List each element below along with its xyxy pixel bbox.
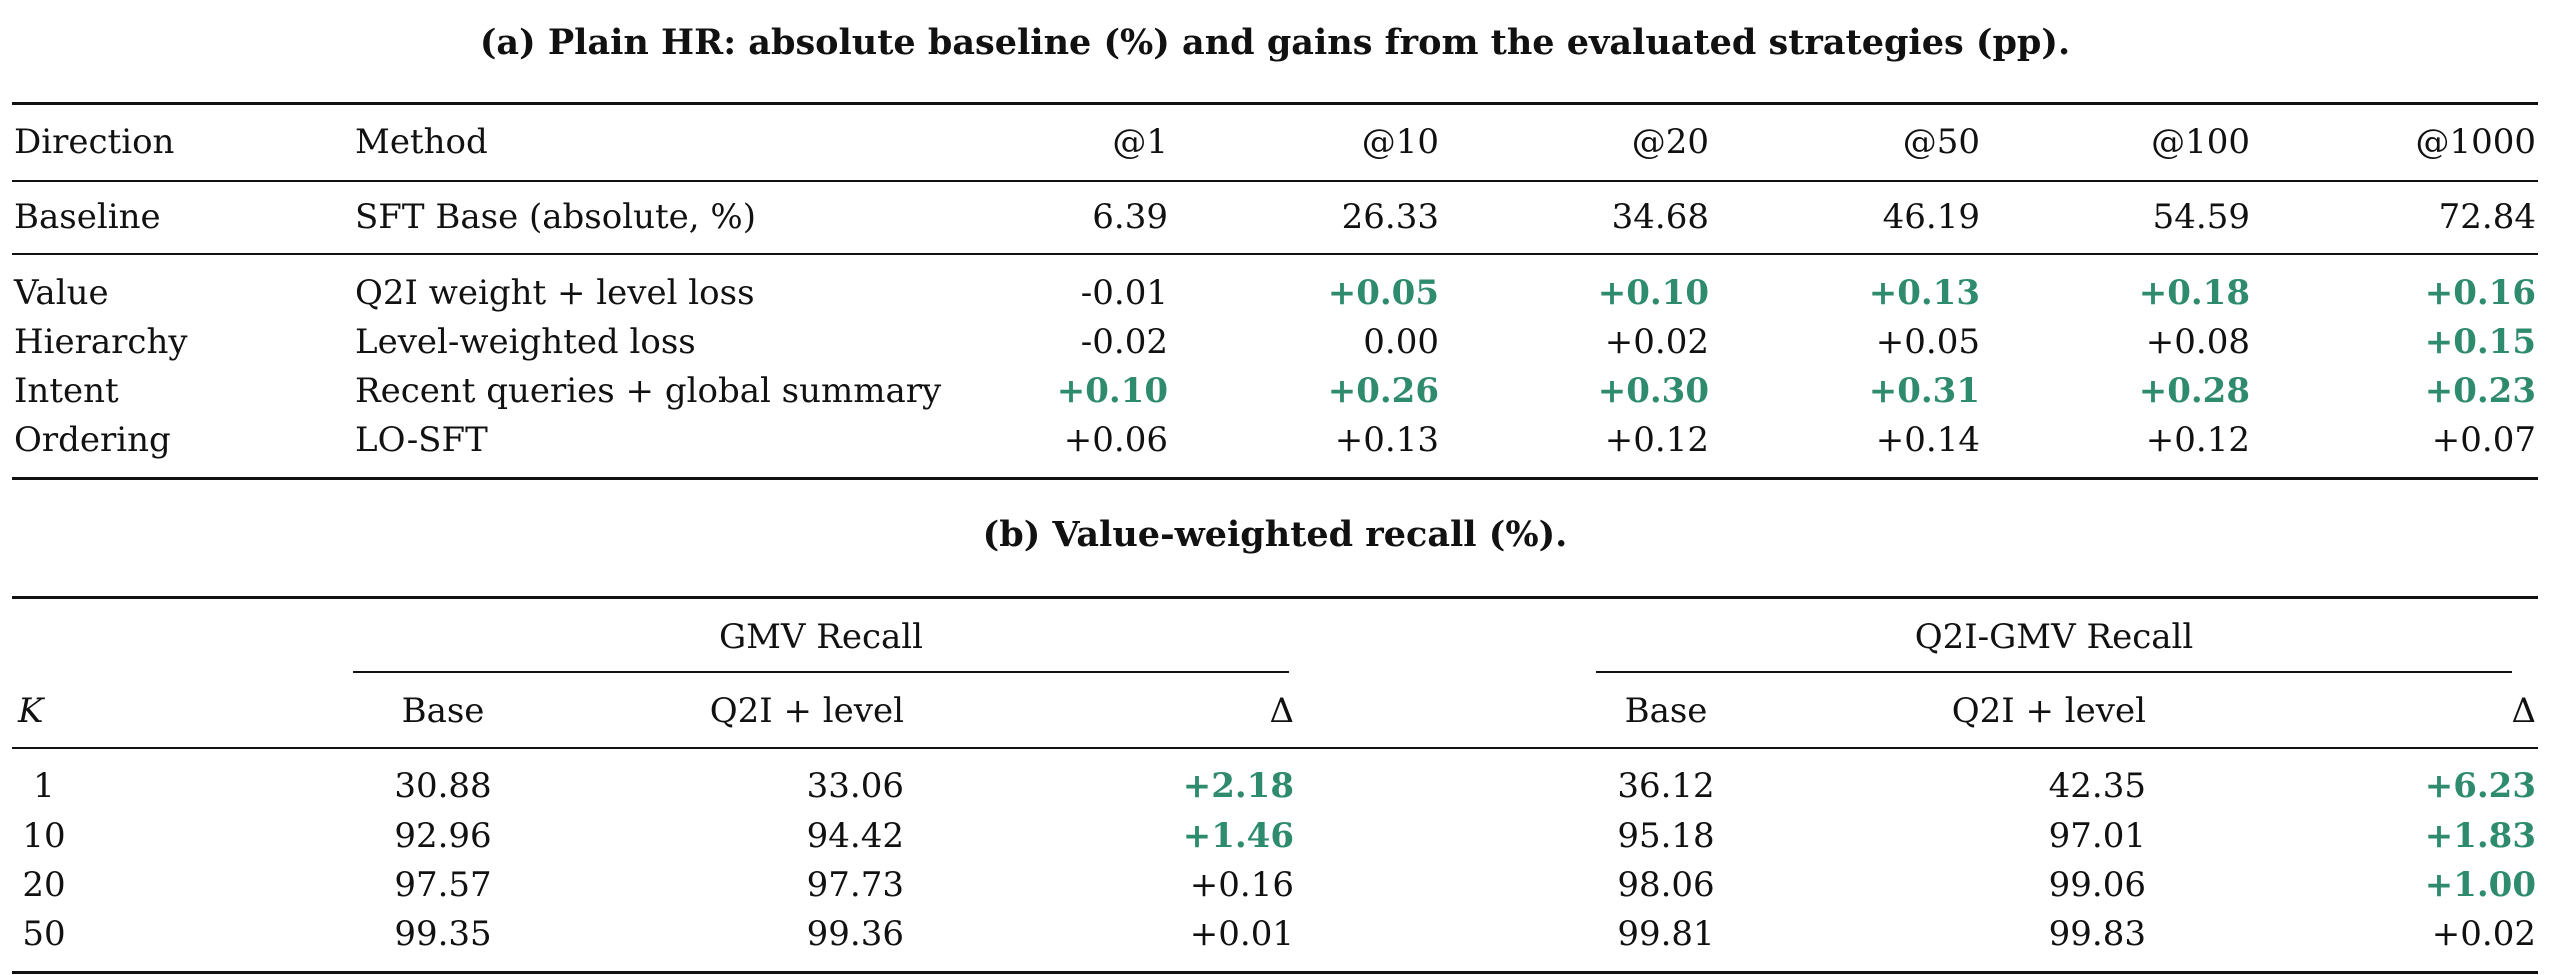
table-a-header-at100: @100 xyxy=(2151,122,2250,162)
table-b-row-k: 10 xyxy=(22,816,66,856)
table-b-bottom-rule xyxy=(12,971,2538,974)
table-a-bottom-rule xyxy=(12,477,2538,480)
table-a-header-at50: @50 xyxy=(1902,122,1980,162)
table-b-subheader: Δ xyxy=(1269,691,1294,731)
table-a-header-at1000: @1000 xyxy=(2415,122,2536,162)
table-a-cell: +0.12 xyxy=(2145,420,2250,460)
table-b-cell: 99.35 xyxy=(394,914,492,954)
table-a-row-method: Level-weighted loss xyxy=(355,322,696,362)
table-a-top-rule xyxy=(12,102,2538,105)
table-a-cell: +0.02 xyxy=(1604,322,1709,362)
table-a-cell: -0.02 xyxy=(1080,322,1168,362)
table-b-subheader: Q2I + level xyxy=(709,691,904,731)
table-b-cell: +6.23 xyxy=(2424,766,2536,806)
table-b-cell: 97.73 xyxy=(806,865,904,905)
table-a-cell: -0.01 xyxy=(1080,273,1168,313)
table-a-row-method: Q2I weight + level loss xyxy=(355,273,755,313)
table-a-cell: +0.12 xyxy=(1604,420,1709,460)
table-a-row-direction: Ordering xyxy=(14,420,171,460)
table-a-cell: +0.05 xyxy=(1875,322,1980,362)
table-b-cell: 94.42 xyxy=(806,816,904,856)
table-a-cell: +0.23 xyxy=(2424,371,2536,411)
table-b-cell: 97.57 xyxy=(394,865,492,905)
baseline-value: 72.84 xyxy=(2438,197,2536,237)
table-b-cell: +0.02 xyxy=(2431,914,2536,954)
table-a-header-at20: @20 xyxy=(1631,122,1709,162)
table-b-cell: 97.01 xyxy=(2048,816,2146,856)
table-b-subheader: Base xyxy=(1624,691,1708,731)
table-a-header-rule xyxy=(12,180,2538,182)
gmv-recall-group-header: GMV Recall xyxy=(718,617,924,657)
table-a-cell: +0.14 xyxy=(1875,420,1980,460)
table-b-cell: +2.18 xyxy=(1182,766,1294,806)
table-a-header-at10: @10 xyxy=(1361,122,1439,162)
table-b-header-rule xyxy=(12,747,2538,749)
table-b-row-k: 50 xyxy=(22,914,66,954)
q2i-gmv-recall-group-header: Q2I-GMV Recall xyxy=(1914,617,2194,657)
table-a-cell: +0.31 xyxy=(1868,371,1980,411)
gmv-recall-cmidrule xyxy=(353,671,1289,673)
baseline-value: 54.59 xyxy=(2152,197,2250,237)
table-b-cell: +1.83 xyxy=(2424,816,2536,856)
table-a-baseline-rule xyxy=(12,253,2538,255)
table-b-cell: 92.96 xyxy=(394,816,492,856)
table-b-cell: 99.36 xyxy=(806,914,904,954)
table-b-cell: 30.88 xyxy=(394,766,492,806)
table-a-cell: +0.15 xyxy=(2424,322,2536,362)
table-a-row-direction: Hierarchy xyxy=(14,322,188,362)
table-b-header-k: K xyxy=(18,691,44,731)
table-a-cell: +0.05 xyxy=(1327,273,1439,313)
table-a-row-direction: Value xyxy=(14,273,109,313)
table-a-cell: +0.07 xyxy=(2431,420,2536,460)
table-a-cell: +0.13 xyxy=(1868,273,1980,313)
table-a-cell: +0.16 xyxy=(2424,273,2536,313)
table-b-row-k: 20 xyxy=(22,865,66,905)
table-a-cell: +0.28 xyxy=(2138,371,2250,411)
table-a-header-at1: @1 xyxy=(1112,122,1168,162)
table-b-cell: +0.01 xyxy=(1189,914,1294,954)
table-b-row-k: 1 xyxy=(33,766,55,806)
table-a-cell: +0.10 xyxy=(1597,273,1709,313)
table-a-cell: +0.26 xyxy=(1327,371,1439,411)
table-b-cell: +0.16 xyxy=(1189,865,1294,905)
table-b-cell: 95.18 xyxy=(1617,816,1715,856)
table-b-cell: 99.83 xyxy=(2048,914,2146,954)
table-b-cell: +1.46 xyxy=(1182,816,1294,856)
baseline-direction: Baseline xyxy=(14,197,161,237)
table-b-subheader: Δ xyxy=(2511,691,2536,731)
table-b-cell: 42.35 xyxy=(2048,766,2146,806)
table-a-cell: +0.10 xyxy=(1056,371,1168,411)
table-b-cell: 33.06 xyxy=(806,766,904,806)
table-b-caption: (b) Value-weighted recall (%). xyxy=(982,514,1568,555)
table-a-cell: +0.18 xyxy=(2138,273,2250,313)
table-b-subheader: Base xyxy=(401,691,485,731)
table-a-cell: +0.06 xyxy=(1063,420,1168,460)
table-a-cell: +0.08 xyxy=(2145,322,2250,362)
q2i-gmv-recall-cmidrule xyxy=(1596,671,2512,673)
table-a-caption: (a) Plain HR: absolute baseline (%) and … xyxy=(479,22,2071,63)
table-b-subheader: Q2I + level xyxy=(1951,691,2146,731)
table-a-header-direction: Direction xyxy=(14,122,175,162)
baseline-value: 34.68 xyxy=(1611,197,1709,237)
table-a-row-method: LO-SFT xyxy=(355,420,488,460)
table-b-top-rule xyxy=(12,596,2538,599)
table-a-cell: +0.13 xyxy=(1334,420,1439,460)
baseline-value: 6.39 xyxy=(1092,197,1168,237)
table-b-cell: +1.00 xyxy=(2424,865,2536,905)
table-b-cell: 36.12 xyxy=(1617,766,1715,806)
baseline-value: 26.33 xyxy=(1341,197,1439,237)
table-b-cell: 99.06 xyxy=(2048,865,2146,905)
table-a-row-method: Recent queries + global summary xyxy=(355,371,942,411)
table-a-row-direction: Intent xyxy=(14,371,119,411)
baseline-value: 46.19 xyxy=(1882,197,1980,237)
table-a-cell: +0.30 xyxy=(1597,371,1709,411)
baseline-method: SFT Base (absolute, %) xyxy=(355,197,756,237)
table-a-header-method: Method xyxy=(355,122,488,162)
table-a-cell: 0.00 xyxy=(1363,322,1439,362)
table-b-cell: 98.06 xyxy=(1617,865,1715,905)
table-b-cell: 99.81 xyxy=(1617,914,1715,954)
